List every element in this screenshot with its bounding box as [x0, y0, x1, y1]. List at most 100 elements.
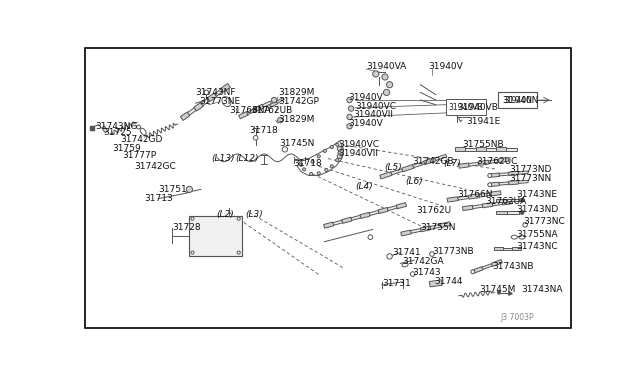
- Polygon shape: [472, 267, 483, 273]
- Text: 31762UC: 31762UC: [476, 157, 517, 166]
- Polygon shape: [391, 169, 403, 175]
- Polygon shape: [488, 159, 499, 163]
- Text: 31762U: 31762U: [417, 206, 452, 215]
- Circle shape: [471, 270, 475, 274]
- Polygon shape: [502, 200, 513, 205]
- Polygon shape: [360, 212, 370, 218]
- Polygon shape: [180, 112, 190, 121]
- Polygon shape: [221, 84, 230, 92]
- Text: 31743NF: 31743NF: [196, 88, 236, 97]
- Polygon shape: [479, 160, 489, 166]
- Polygon shape: [262, 101, 271, 107]
- Polygon shape: [194, 102, 204, 111]
- Circle shape: [330, 145, 333, 148]
- Text: 31751: 31751: [159, 185, 188, 194]
- Polygon shape: [465, 148, 476, 151]
- Text: (L12): (L12): [236, 154, 259, 163]
- Polygon shape: [440, 222, 451, 228]
- Polygon shape: [463, 205, 473, 211]
- Text: 31940V: 31940V: [348, 119, 383, 128]
- Polygon shape: [496, 147, 506, 151]
- Polygon shape: [413, 161, 425, 168]
- Text: 31731: 31731: [382, 279, 411, 288]
- Polygon shape: [492, 260, 502, 266]
- Circle shape: [523, 222, 527, 227]
- Polygon shape: [509, 180, 518, 185]
- Bar: [446, 99, 486, 115]
- Polygon shape: [207, 93, 217, 102]
- Text: (L2): (L2): [216, 209, 234, 218]
- Text: 31718: 31718: [293, 159, 322, 168]
- Polygon shape: [351, 215, 361, 220]
- Text: 31773NB: 31773NB: [432, 247, 474, 256]
- Polygon shape: [276, 97, 284, 103]
- Polygon shape: [369, 211, 379, 215]
- Text: 31742GD: 31742GD: [120, 135, 163, 144]
- Text: 31743NG: 31743NG: [95, 122, 138, 131]
- Text: 31829M: 31829M: [278, 115, 314, 124]
- Text: 31743NA: 31743NA: [521, 285, 563, 294]
- Text: 31759: 31759: [113, 144, 141, 153]
- Polygon shape: [333, 220, 342, 225]
- Polygon shape: [411, 228, 421, 233]
- Circle shape: [311, 160, 314, 163]
- Circle shape: [520, 211, 524, 214]
- Circle shape: [372, 71, 379, 77]
- Polygon shape: [247, 109, 256, 115]
- Polygon shape: [201, 98, 210, 106]
- Text: 31742GA: 31742GA: [403, 257, 444, 266]
- Circle shape: [253, 135, 258, 140]
- Text: 31940N: 31940N: [504, 96, 539, 105]
- Polygon shape: [511, 247, 520, 250]
- Circle shape: [282, 147, 287, 152]
- Polygon shape: [496, 211, 508, 214]
- Circle shape: [382, 74, 388, 80]
- Text: 31743NE: 31743NE: [516, 189, 557, 199]
- Polygon shape: [499, 173, 509, 176]
- Text: 31755NA: 31755NA: [516, 230, 558, 238]
- Circle shape: [237, 251, 240, 254]
- Text: 31940V: 31940V: [348, 93, 383, 102]
- Text: 31773NC: 31773NC: [524, 217, 565, 226]
- Text: 31766NA: 31766NA: [230, 106, 271, 115]
- Circle shape: [323, 150, 326, 153]
- Polygon shape: [490, 182, 499, 186]
- Polygon shape: [509, 171, 518, 176]
- Text: 31725: 31725: [103, 128, 132, 137]
- Polygon shape: [472, 205, 483, 209]
- Text: 31940VC: 31940VC: [355, 102, 396, 111]
- Text: 31777P: 31777P: [122, 151, 157, 160]
- Text: 31745N: 31745N: [280, 139, 315, 148]
- Polygon shape: [188, 108, 196, 115]
- Text: 31755NB: 31755NB: [462, 140, 504, 149]
- Text: (L3): (L3): [246, 209, 264, 218]
- Polygon shape: [486, 148, 496, 151]
- Polygon shape: [324, 222, 333, 228]
- Circle shape: [338, 151, 341, 154]
- Polygon shape: [483, 203, 493, 208]
- Polygon shape: [490, 191, 501, 196]
- Polygon shape: [492, 202, 502, 206]
- Bar: [189, 216, 242, 256]
- Polygon shape: [506, 148, 516, 151]
- Polygon shape: [424, 157, 436, 165]
- Polygon shape: [387, 206, 397, 211]
- Polygon shape: [435, 154, 447, 160]
- Polygon shape: [499, 182, 509, 185]
- Circle shape: [137, 125, 141, 129]
- Circle shape: [317, 155, 320, 158]
- Polygon shape: [476, 147, 486, 151]
- Circle shape: [336, 158, 339, 162]
- Text: 31940VII: 31940VII: [338, 149, 378, 158]
- Circle shape: [330, 165, 333, 168]
- Circle shape: [347, 124, 352, 129]
- Circle shape: [348, 106, 354, 111]
- Circle shape: [191, 217, 194, 220]
- Polygon shape: [508, 199, 519, 201]
- Circle shape: [387, 254, 392, 259]
- Text: (L6): (L6): [405, 177, 423, 186]
- Polygon shape: [269, 101, 278, 108]
- Polygon shape: [499, 157, 509, 163]
- Polygon shape: [479, 193, 490, 197]
- Circle shape: [271, 97, 276, 103]
